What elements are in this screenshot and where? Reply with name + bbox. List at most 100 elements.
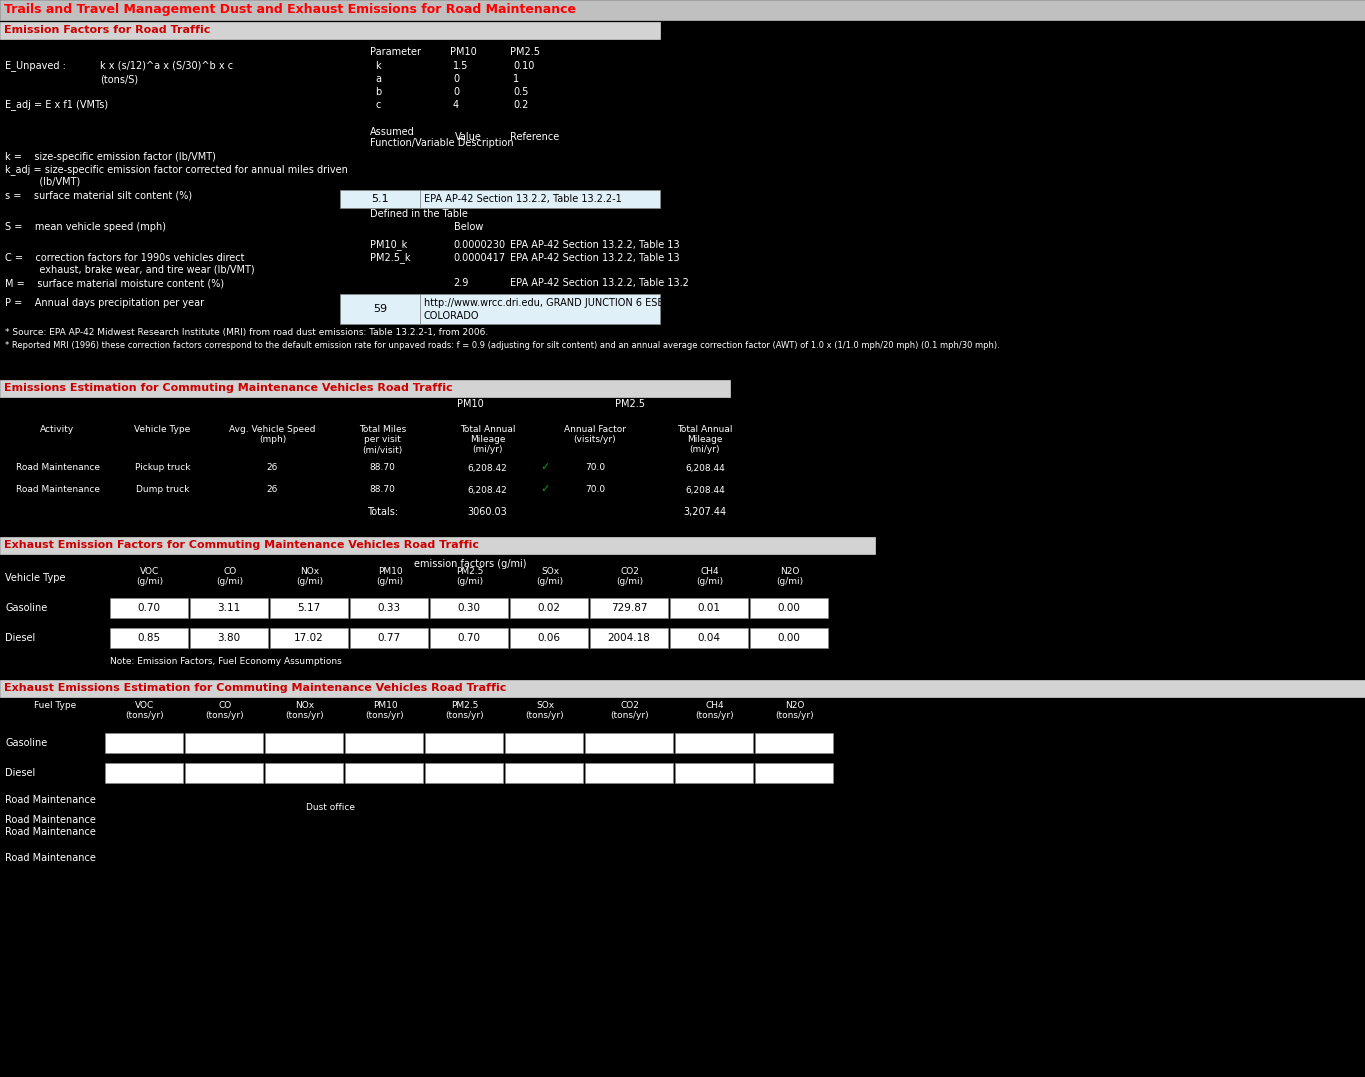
Text: 0.33: 0.33 [378,603,400,613]
Bar [0,537,875,554]
Text: 6,208.42: 6,208.42 [468,486,508,494]
Text: VOC: VOC [135,701,154,711]
Text: 5.17: 5.17 [298,603,321,613]
Text: Avg. Vehicle Speed: Avg. Vehicle Speed [229,425,315,434]
Text: 88.70: 88.70 [370,486,396,494]
Text: (tons/yr): (tons/yr) [285,712,325,721]
Text: Mileage: Mileage [470,435,505,445]
Text: http://www.wrcc.dri.edu, GRAND JUNCTION 6 ESE,: http://www.wrcc.dri.edu, GRAND JUNCTION … [425,298,666,308]
Text: 0.2: 0.2 [513,100,528,110]
Text: Total Annual: Total Annual [460,425,515,434]
Bar [511,598,588,618]
Text: Road Maintenance: Road Maintenance [5,853,96,863]
Bar [590,628,667,648]
Text: M =    surface material moisture content (%): M = surface material moisture content (%… [5,278,224,288]
Text: 3.80: 3.80 [217,633,240,643]
Bar [430,628,508,648]
Text: EPA AP-42 Section 13.2.2, Table 13: EPA AP-42 Section 13.2.2, Table 13 [511,240,680,250]
Text: k =    size-specific emission factor (lb/VMT): k = size-specific emission factor (lb/VM… [5,152,216,162]
Text: (tons/S): (tons/S) [100,74,138,84]
Text: (tons/yr): (tons/yr) [126,712,164,721]
Text: PM10: PM10 [378,568,403,576]
Text: CO2: CO2 [621,701,639,711]
Text: (g/mi): (g/mi) [217,577,243,587]
Text: (lb/VMT): (lb/VMT) [5,176,81,186]
Text: 0.5: 0.5 [513,87,528,97]
Bar [420,294,661,324]
Text: Vehicle Type: Vehicle Type [5,573,66,583]
Bar [340,190,420,208]
Text: emission factors (g/mi): emission factors (g/mi) [414,559,527,569]
Text: Activity: Activity [41,425,75,434]
Bar [0,680,1365,697]
Text: (mi/yr): (mi/yr) [472,446,502,454]
Text: C =    correction factors for 1990s vehicles direct: C = correction factors for 1990s vehicle… [5,253,244,263]
Bar [749,628,829,648]
Text: Exhaust Emissions Estimation for Commuting Maintenance Vehicles Road Traffic: Exhaust Emissions Estimation for Commuti… [4,683,506,693]
Text: (mi/visit): (mi/visit) [362,446,403,454]
Text: Gasoline: Gasoline [5,738,48,749]
Bar [511,628,588,648]
Bar [676,763,753,783]
Text: (visits/yr): (visits/yr) [573,435,617,445]
Text: 5.1: 5.1 [371,194,389,204]
Text: (tons/yr): (tons/yr) [526,712,564,721]
Bar [186,763,263,783]
Text: * Reported MRI (1996) these correction factors correspond to the default emissio: * Reported MRI (1996) these correction f… [5,340,999,350]
Text: VOC: VOC [141,568,160,576]
Text: 59: 59 [373,304,388,314]
Text: k_adj = size-specific emission factor corrected for annual miles driven: k_adj = size-specific emission factor co… [5,165,348,176]
Text: Below: Below [455,222,483,232]
Text: 2.9: 2.9 [453,278,468,288]
Bar [586,763,673,783]
Text: PM10: PM10 [373,701,397,711]
Text: 3060.03: 3060.03 [468,507,508,517]
Text: 0.04: 0.04 [698,633,721,643]
Text: 0.85: 0.85 [138,633,161,643]
Text: S =    mean vehicle speed (mph): S = mean vehicle speed (mph) [5,222,167,232]
Bar [270,628,348,648]
Text: 0.77: 0.77 [378,633,400,643]
Text: 26: 26 [266,463,278,473]
Bar [111,598,188,618]
Text: (g/mi): (g/mi) [696,577,723,587]
Text: PM10_k: PM10_k [370,239,407,251]
Text: ✓: ✓ [541,484,549,494]
Text: N2O: N2O [781,568,800,576]
Text: PM10: PM10 [450,47,476,57]
Text: Mileage: Mileage [687,435,722,445]
Text: * Source: EPA AP-42 Midwest Research Institute (MRI) from road dust emissions: T: * Source: EPA AP-42 Midwest Research Ins… [5,328,489,337]
Text: EPA AP-42 Section 13.2.2, Table 13.2.2-1: EPA AP-42 Section 13.2.2, Table 13.2.2-1 [425,194,621,204]
Text: Road Maintenance: Road Maintenance [15,486,100,494]
Text: 0.00: 0.00 [778,633,800,643]
Bar [349,598,429,618]
Text: CH4: CH4 [700,568,719,576]
Text: Total Miles: Total Miles [359,425,407,434]
Bar [111,628,188,648]
Bar [265,733,343,753]
Bar [270,598,348,618]
Bar [0,22,661,39]
Text: Value: Value [455,132,482,142]
Text: 0.0000417: 0.0000417 [453,253,505,263]
Text: Emission Factors for Road Traffic: Emission Factors for Road Traffic [4,25,210,34]
Bar [345,763,423,783]
Text: Note: Emission Factors, Fuel Economy Assumptions: Note: Emission Factors, Fuel Economy Ass… [111,657,341,667]
Text: (g/mi): (g/mi) [456,577,483,587]
Bar [430,598,508,618]
Text: PM2.5: PM2.5 [452,701,479,711]
Text: Fuel Type: Fuel Type [34,701,76,711]
Text: (tons/yr): (tons/yr) [775,712,815,721]
Text: 0.02: 0.02 [538,603,561,613]
Text: 70.0: 70.0 [586,486,605,494]
Text: SOx: SOx [541,568,560,576]
Text: 0.0000230: 0.0000230 [453,240,505,250]
Bar [420,190,661,208]
Text: SOx: SOx [536,701,554,711]
Text: CO: CO [224,568,236,576]
Text: Road Maintenance: Road Maintenance [15,463,100,473]
Text: 6,208.44: 6,208.44 [685,486,725,494]
Text: Function/Variable Description: Function/Variable Description [370,138,513,148]
Text: Road Maintenance: Road Maintenance [5,795,96,805]
Text: Diesel: Diesel [5,633,35,643]
